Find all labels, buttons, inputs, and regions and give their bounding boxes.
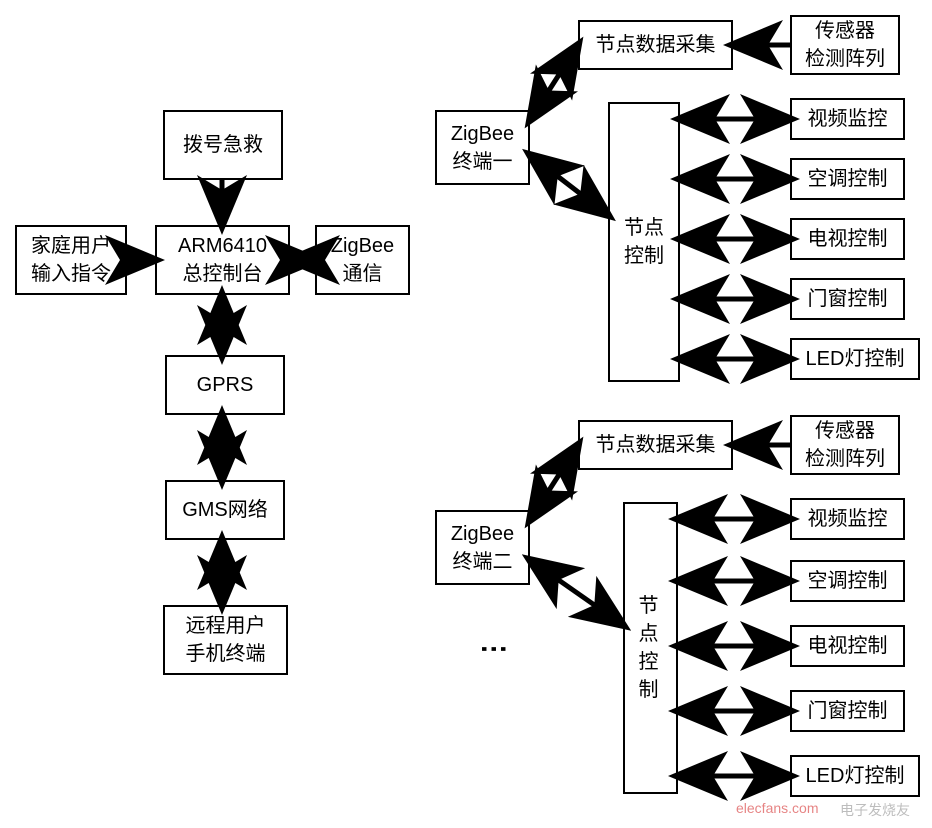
watermark-red: elecfans.com — [736, 800, 818, 816]
gprs-label: GPRS — [197, 371, 254, 399]
control-2-4-label: LED灯控制 — [806, 762, 905, 790]
control-2-0-label: 视频监控 — [808, 505, 888, 533]
control-1-3-box: 门窗控制 — [790, 278, 905, 320]
control-2-2-label: 电视控制 — [808, 632, 888, 660]
control-2-3-label: 门窗控制 — [808, 697, 888, 725]
control-2-1-label: 空调控制 — [808, 567, 888, 595]
control-1-3-label: 门窗控制 — [808, 285, 888, 313]
sensor-array-1-label: 传感器 检测阵列 — [805, 17, 885, 73]
node-data-1-label: 节点数据采集 — [596, 31, 716, 59]
control-2-0-box: 视频监控 — [790, 498, 905, 540]
sensor-array-1-box: 传感器 检测阵列 — [790, 15, 900, 75]
watermark-gray-text: 电子发烧友 — [840, 802, 910, 818]
control-1-4-label: LED灯控制 — [806, 345, 905, 373]
control-1-0-box: 视频监控 — [790, 98, 905, 140]
sensor-array-2-label: 传感器 检测阵列 — [805, 417, 885, 473]
node-control-1-box: 节点 控制 — [608, 102, 680, 382]
arm-console-box: ARM6410 总控制台 — [155, 225, 290, 295]
control-2-4-box: LED灯控制 — [790, 755, 920, 797]
zigbee-comm-label: ZigBee 通信 — [331, 232, 394, 288]
node-control-1-label: 节点 控制 — [624, 214, 664, 270]
control-1-2-box: 电视控制 — [790, 218, 905, 260]
node-control-2-box: 节 点 控 制 — [623, 502, 678, 794]
zigbee-terminal-1-label: ZigBee 终端一 — [451, 120, 514, 176]
zigbee-terminal-1-box: ZigBee 终端一 — [435, 110, 530, 185]
control-1-0-label: 视频监控 — [808, 105, 888, 133]
control-2-1-box: 空调控制 — [790, 560, 905, 602]
arm-console-label: ARM6410 总控制台 — [178, 232, 267, 288]
node-data-1-box: 节点数据采集 — [578, 20, 733, 70]
dial-emergency-box: 拨号急救 — [163, 110, 283, 180]
user-input-label: 家庭用户 输入指令 — [31, 232, 111, 288]
node-control-2-label: 节 点 控 制 — [639, 592, 663, 704]
gms-label: GMS网络 — [182, 496, 268, 524]
control-1-4-box: LED灯控制 — [790, 338, 920, 380]
watermark-red-text: elecfans.com — [736, 800, 818, 816]
control-2-2-box: 电视控制 — [790, 625, 905, 667]
node-data-2-box: 节点数据采集 — [578, 420, 733, 470]
zigbee-terminal-2-box: ZigBee 终端二 — [435, 510, 530, 585]
ellipsis-dots: ⋮ — [478, 635, 511, 669]
control-1-1-label: 空调控制 — [808, 165, 888, 193]
zigbee-comm-box: ZigBee 通信 — [315, 225, 410, 295]
sensor-array-2-box: 传感器 检测阵列 — [790, 415, 900, 475]
control-2-3-box: 门窗控制 — [790, 690, 905, 732]
user-input-box: 家庭用户 输入指令 — [15, 225, 127, 295]
zigbee-terminal-2-label: ZigBee 终端二 — [451, 520, 514, 576]
gprs-box: GPRS — [165, 355, 285, 415]
watermark-gray: 电子发烧友 — [840, 800, 910, 820]
gms-box: GMS网络 — [165, 480, 285, 540]
control-1-1-box: 空调控制 — [790, 158, 905, 200]
control-1-2-label: 电视控制 — [808, 225, 888, 253]
remote-user-label: 远程用户 手机终端 — [186, 612, 266, 668]
node-data-2-label: 节点数据采集 — [596, 431, 716, 459]
remote-user-box: 远程用户 手机终端 — [163, 605, 288, 675]
dial-emergency-label: 拨号急救 — [183, 131, 263, 159]
